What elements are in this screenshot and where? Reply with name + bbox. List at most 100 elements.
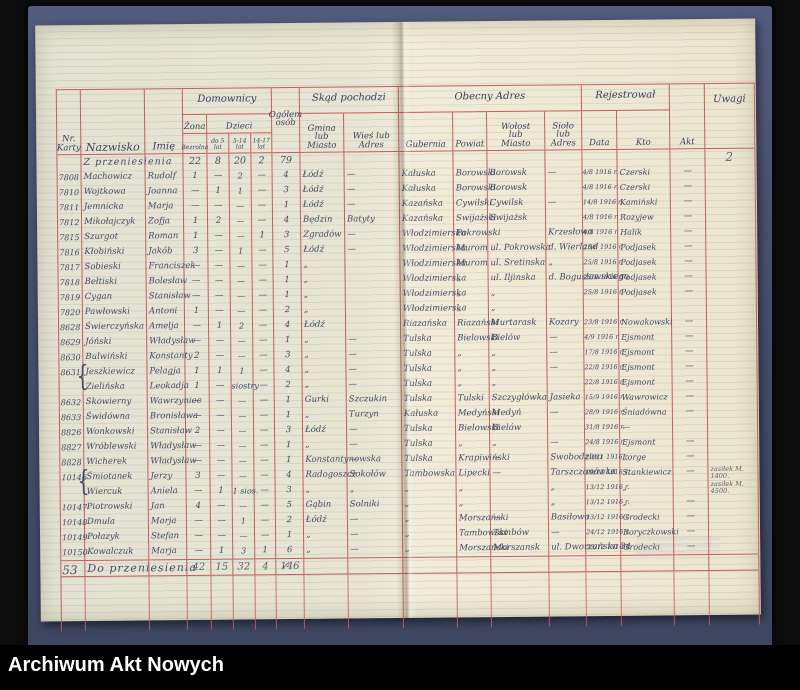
cell-gmina: Łódź bbox=[303, 512, 348, 528]
cell-nazwisko: Skowierny bbox=[83, 394, 148, 411]
cell-gubernia: Tulska bbox=[401, 421, 457, 437]
cell-kto: Czerski bbox=[617, 179, 671, 195]
cell-uwagi bbox=[708, 434, 757, 449]
cell-d514: — bbox=[230, 273, 253, 289]
cell-wolost: Bielów bbox=[489, 330, 548, 347]
cell-gubernia: „ bbox=[403, 541, 458, 557]
cell-d5: — bbox=[208, 243, 231, 259]
cell-imie: Roman bbox=[146, 229, 185, 245]
cell-d5: — bbox=[209, 423, 233, 439]
cell-siolo: ul. Dworzańska 34 bbox=[549, 540, 631, 556]
cell-kto: — bbox=[619, 419, 674, 435]
cell-wolost bbox=[490, 495, 549, 512]
cell-zona: — bbox=[187, 543, 212, 560]
cell-ogolem: 4 bbox=[274, 362, 303, 379]
cell-kto: Ejsmont bbox=[619, 329, 673, 345]
cell-nazwisko: Mikołajczyk bbox=[81, 214, 147, 231]
cell-gmina: „ bbox=[302, 332, 347, 348]
cell-zona: 2 bbox=[185, 348, 210, 365]
cell-akt: — bbox=[670, 179, 706, 195]
cell-akt: — bbox=[672, 374, 708, 390]
col-header-wies: Wieś lub Adres bbox=[344, 112, 400, 152]
empty-cell bbox=[211, 575, 234, 630]
cell-d1417: 2 bbox=[251, 153, 273, 169]
cell-imie: Jan bbox=[148, 499, 187, 515]
cell-data: 14/8 1916 r. bbox=[582, 194, 623, 211]
col-header-powiat: Powiat bbox=[453, 112, 488, 151]
empty-cell bbox=[621, 571, 675, 626]
ledger-paper: Nr. Karty Nazwisko Imię Domownicy Żona D… bbox=[35, 18, 761, 632]
cell-nr: 7815 bbox=[58, 230, 83, 246]
cell-wolost bbox=[490, 480, 549, 497]
cell-imie: Władysław bbox=[148, 454, 197, 470]
cell-wolost: ul. Sretinska bbox=[488, 255, 547, 272]
cell-wies: Sokołów bbox=[347, 466, 403, 483]
cell-gubernia: Kałuska bbox=[401, 406, 456, 422]
cell-wolost: „ bbox=[488, 300, 547, 317]
cell-nr: 8628 bbox=[58, 320, 84, 336]
cell-powiat: Tambowski bbox=[456, 526, 507, 542]
cell-akt: — bbox=[671, 224, 707, 240]
cell-zona: 42 bbox=[187, 559, 212, 576]
empty-cell bbox=[674, 571, 710, 626]
cell-powiat: „ bbox=[456, 481, 491, 497]
cell-nazwisko: Wróblewski bbox=[84, 439, 149, 456]
cell-ogolem: 1 bbox=[274, 332, 303, 349]
cell-d5: — bbox=[207, 168, 230, 184]
cell-d5: — bbox=[210, 468, 233, 484]
cell-data bbox=[583, 299, 619, 316]
cell-powiat: Morszański bbox=[456, 511, 508, 527]
cell-imie: Marja bbox=[145, 199, 184, 215]
cell-gubernia: Tulska bbox=[402, 436, 457, 452]
cell-gmina: „ bbox=[302, 407, 347, 423]
ruled-extension bbox=[61, 571, 758, 632]
cell-akt: — bbox=[671, 314, 708, 330]
cell-powiat: Tulski bbox=[455, 391, 490, 407]
cell-nazwisko: Wiercuk bbox=[84, 484, 149, 501]
cell-d514: 2 bbox=[229, 168, 252, 184]
cell-d5: — bbox=[208, 303, 231, 319]
cell-gmina: „ bbox=[302, 347, 347, 363]
cell-d514: — bbox=[231, 393, 254, 409]
cell-d5: — bbox=[208, 258, 231, 274]
cell-data: 29/11 1916 r. bbox=[585, 449, 629, 466]
cell-ogolem: 5 bbox=[275, 497, 304, 514]
cell-d1417: — bbox=[253, 348, 275, 364]
cell-d514: 20 bbox=[229, 153, 252, 169]
cell-nazwisko: Wojtkowa bbox=[81, 184, 146, 201]
empty-cell bbox=[149, 576, 188, 631]
cell-ogolem: 1 bbox=[273, 272, 302, 289]
cell-d514: 1 bbox=[232, 513, 255, 529]
cell-uwagi bbox=[709, 555, 758, 570]
cell-wolost: Cywilsk bbox=[487, 195, 546, 212]
col-header-dzieci-5-14: 5-14 lat bbox=[229, 133, 252, 153]
col-header-zona-sub: Bezrolna bbox=[181, 133, 208, 154]
cell-uwagi bbox=[707, 329, 756, 344]
cell-gubernia: Kazańska bbox=[399, 196, 454, 212]
cell-powiat: Pokrowski bbox=[454, 226, 501, 242]
cell-wies: — bbox=[348, 541, 404, 558]
cell-nr: 8633 bbox=[59, 410, 84, 426]
pair-bracket: { bbox=[76, 359, 89, 394]
cell-nazwisko: Śmiotanek bbox=[84, 469, 149, 486]
cell-nr bbox=[57, 155, 82, 171]
cell-akt: — bbox=[672, 359, 708, 375]
cell-imie: Aniela bbox=[148, 484, 187, 500]
cell-imie: Bolesław bbox=[146, 274, 187, 290]
cell-data: 4/8 1916 r. bbox=[582, 179, 618, 196]
cell-siolo: — bbox=[548, 525, 587, 541]
empty-cell bbox=[457, 573, 492, 628]
cell-siolo: d. Bogusławskiego bbox=[546, 270, 629, 286]
cell-imie: Stanisław bbox=[147, 424, 192, 440]
cell-gmina: „ bbox=[301, 287, 346, 303]
cell-zona: — bbox=[186, 513, 211, 530]
cell-akt: — bbox=[671, 269, 707, 285]
cell-d5: — bbox=[209, 378, 232, 394]
cell-d1417: — bbox=[253, 423, 276, 439]
cell-wolost: Swijażsk bbox=[487, 210, 547, 227]
cell-siolo: „ bbox=[546, 255, 584, 271]
cell-akt: — bbox=[672, 404, 708, 420]
cell-d514: — bbox=[230, 288, 253, 304]
cell-powiat: „ bbox=[454, 301, 489, 317]
cell-d1417: — bbox=[254, 513, 276, 529]
